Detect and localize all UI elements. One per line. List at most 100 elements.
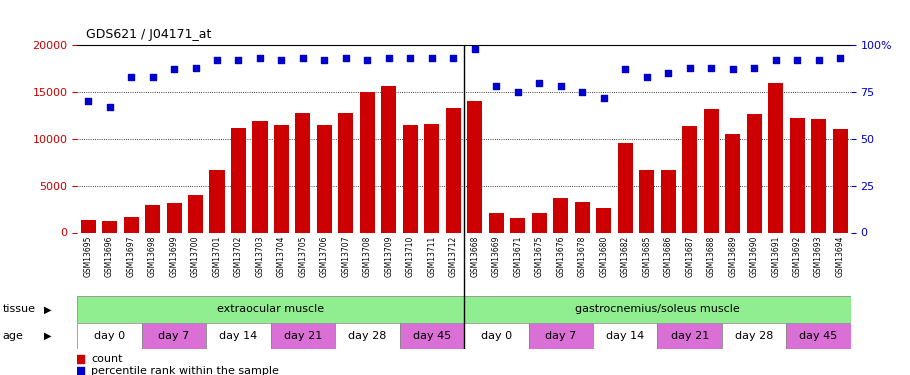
Point bbox=[188, 64, 203, 70]
Text: GSM13669: GSM13669 bbox=[491, 236, 501, 277]
Bar bbox=[529, 322, 593, 349]
Bar bbox=[188, 195, 203, 232]
Bar bbox=[596, 208, 612, 232]
Text: day 14: day 14 bbox=[219, 331, 258, 340]
Bar bbox=[618, 144, 632, 232]
Text: tissue: tissue bbox=[3, 304, 35, 314]
Bar bbox=[335, 322, 399, 349]
Text: GSM13704: GSM13704 bbox=[277, 236, 286, 277]
Bar bbox=[489, 213, 504, 232]
Point bbox=[575, 89, 590, 95]
Bar bbox=[252, 121, 268, 232]
Text: GSM13691: GSM13691 bbox=[771, 236, 780, 277]
Text: GSM13710: GSM13710 bbox=[406, 236, 415, 277]
Text: GSM13707: GSM13707 bbox=[341, 236, 350, 277]
Text: GSM13706: GSM13706 bbox=[320, 236, 329, 277]
Text: day 21: day 21 bbox=[671, 331, 709, 340]
Bar bbox=[746, 114, 762, 232]
Point bbox=[381, 55, 396, 61]
Bar bbox=[296, 113, 310, 232]
Text: GSM13675: GSM13675 bbox=[535, 236, 544, 277]
Text: GSM13671: GSM13671 bbox=[513, 236, 522, 277]
Bar bbox=[271, 322, 335, 349]
Point bbox=[231, 320, 246, 326]
Text: GSM13700: GSM13700 bbox=[191, 236, 200, 277]
Point bbox=[833, 55, 847, 61]
Text: gastrocnemius/soleus muscle: gastrocnemius/soleus muscle bbox=[575, 304, 740, 314]
Text: GSM13703: GSM13703 bbox=[256, 236, 265, 277]
Bar bbox=[811, 119, 826, 232]
Bar bbox=[639, 170, 654, 232]
Point bbox=[704, 64, 719, 70]
Text: GSM13688: GSM13688 bbox=[707, 236, 715, 277]
Bar bbox=[682, 126, 697, 232]
Point bbox=[253, 55, 268, 61]
Bar bbox=[403, 124, 418, 232]
Text: GSM13695: GSM13695 bbox=[84, 236, 93, 277]
Point bbox=[296, 55, 310, 61]
Text: day 7: day 7 bbox=[158, 331, 189, 340]
Bar bbox=[786, 322, 851, 349]
Bar bbox=[124, 217, 138, 232]
Bar bbox=[424, 124, 440, 232]
Bar bbox=[231, 128, 246, 232]
Text: GSM13701: GSM13701 bbox=[213, 236, 221, 277]
Text: GSM13686: GSM13686 bbox=[663, 236, 672, 277]
Bar bbox=[657, 322, 722, 349]
Text: age: age bbox=[3, 331, 24, 340]
Text: GSM13705: GSM13705 bbox=[298, 236, 308, 277]
Bar bbox=[531, 213, 547, 232]
Text: GSM13697: GSM13697 bbox=[126, 236, 136, 277]
Point bbox=[553, 83, 568, 89]
Text: day 14: day 14 bbox=[606, 331, 644, 340]
Text: day 0: day 0 bbox=[94, 331, 126, 340]
Bar bbox=[703, 109, 719, 232]
Point bbox=[618, 66, 632, 72]
Bar bbox=[274, 124, 289, 232]
Text: day 45: day 45 bbox=[800, 331, 838, 340]
Point bbox=[124, 74, 138, 80]
Text: GSM13696: GSM13696 bbox=[105, 236, 114, 277]
Bar bbox=[77, 296, 464, 322]
Text: GSM13680: GSM13680 bbox=[600, 236, 608, 277]
Point bbox=[725, 66, 740, 72]
Bar bbox=[209, 170, 225, 232]
Text: GSM13678: GSM13678 bbox=[578, 236, 587, 277]
Bar bbox=[145, 206, 160, 232]
Bar bbox=[167, 202, 182, 232]
Bar bbox=[790, 118, 804, 232]
Point bbox=[425, 55, 440, 61]
Text: ▶: ▶ bbox=[44, 331, 51, 340]
Text: GSM13693: GSM13693 bbox=[814, 236, 824, 277]
Text: GSM13709: GSM13709 bbox=[384, 236, 393, 277]
Point bbox=[446, 55, 460, 61]
Bar bbox=[381, 86, 397, 232]
Point bbox=[167, 66, 181, 72]
Bar bbox=[725, 134, 740, 232]
Point bbox=[318, 57, 332, 63]
Bar bbox=[339, 113, 353, 232]
Text: day 28: day 28 bbox=[349, 331, 387, 340]
Point bbox=[489, 83, 503, 89]
Bar bbox=[768, 84, 784, 232]
Bar bbox=[464, 296, 851, 322]
Point bbox=[812, 57, 826, 63]
Text: day 7: day 7 bbox=[545, 331, 576, 340]
Bar bbox=[511, 217, 525, 232]
Bar bbox=[102, 221, 117, 232]
Text: ▶: ▶ bbox=[44, 304, 51, 314]
Point bbox=[231, 57, 246, 63]
Point bbox=[403, 55, 418, 61]
Bar bbox=[446, 108, 460, 232]
Text: GDS621 / J04171_at: GDS621 / J04171_at bbox=[86, 28, 212, 41]
Text: extraocular muscle: extraocular muscle bbox=[217, 304, 324, 314]
Bar bbox=[468, 101, 482, 232]
Text: day 28: day 28 bbox=[735, 331, 774, 340]
Bar bbox=[464, 322, 529, 349]
Text: GSM13676: GSM13676 bbox=[556, 236, 565, 277]
Text: GSM13689: GSM13689 bbox=[728, 236, 737, 277]
Bar bbox=[399, 322, 464, 349]
Bar bbox=[359, 92, 375, 232]
Point bbox=[768, 57, 783, 63]
Text: GSM13668: GSM13668 bbox=[470, 236, 480, 277]
